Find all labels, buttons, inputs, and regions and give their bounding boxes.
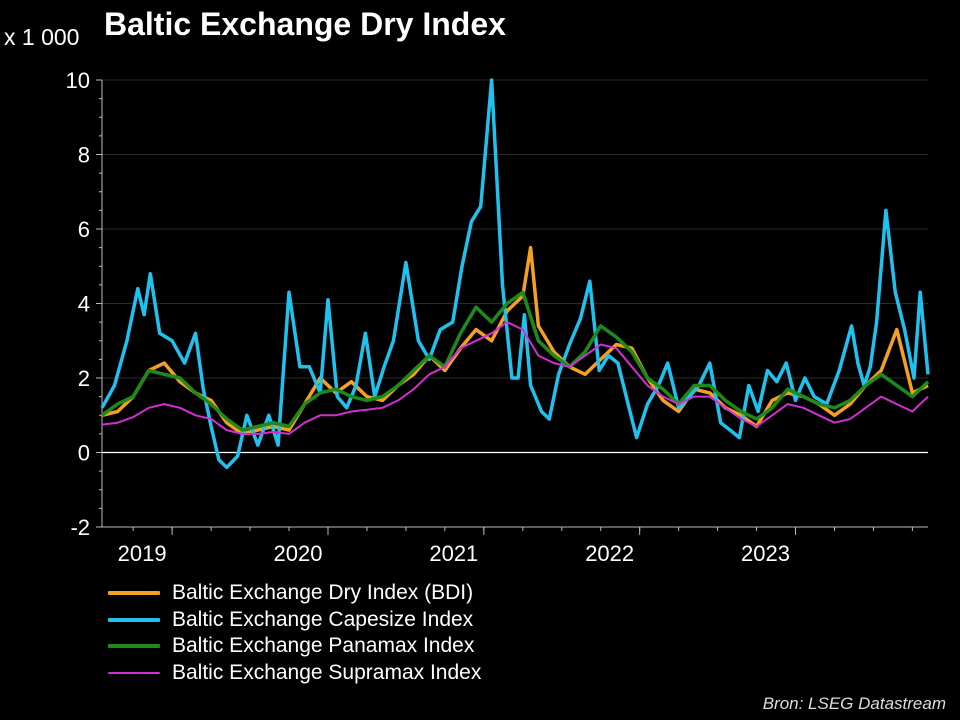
y-tick-label: 4 [78,292,90,317]
legend-label: Baltic Exchange Capesize Index [172,607,474,631]
y-tick-label: -2 [70,515,90,540]
y-tick-label: 6 [78,217,90,242]
chart-title: Baltic Exchange Dry Index [104,6,506,42]
y-tick-label: 0 [78,441,90,466]
y-tick-label: 2 [78,366,90,391]
chart-legend: Baltic Exchange Dry Index (BDI) Baltic Ex… [108,580,481,686]
series-line-0 [101,245,929,436]
y-tick-label: 8 [78,143,90,168]
legend-item: Baltic Exchange Dry Index (BDI) [108,580,481,607]
series-line-1 [100,78,930,470]
series-line-3 [101,321,929,435]
source-note: Bron: LSEG Datastream [762,694,946,713]
legend-swatch [108,591,160,596]
x-tick-label: 2023 [741,541,790,566]
legend-swatch [108,671,160,674]
x-tick-label: 2020 [274,541,323,566]
legend-swatch [108,617,160,622]
x-tick-label: 2022 [585,541,634,566]
x-tick-label: 2019 [118,541,167,566]
legend-label: Baltic Exchange Panamax Index [172,634,475,658]
legend-item: Baltic Exchange Panamax Index [108,633,481,660]
legend-label: Baltic Exchange Dry Index (BDI) [172,581,474,605]
y-axis-unit-label: x 1 000 [4,24,80,50]
legend-item: Baltic Exchange Capesize Index [108,607,481,634]
series-line-2 [100,290,930,432]
legend-item: Baltic Exchange Supramax Index [108,660,481,687]
x-tick-label: 2021 [429,541,478,566]
legend-swatch [108,644,160,649]
legend-label: Baltic Exchange Supramax Index [172,660,482,684]
y-tick-label: 10 [66,68,90,93]
